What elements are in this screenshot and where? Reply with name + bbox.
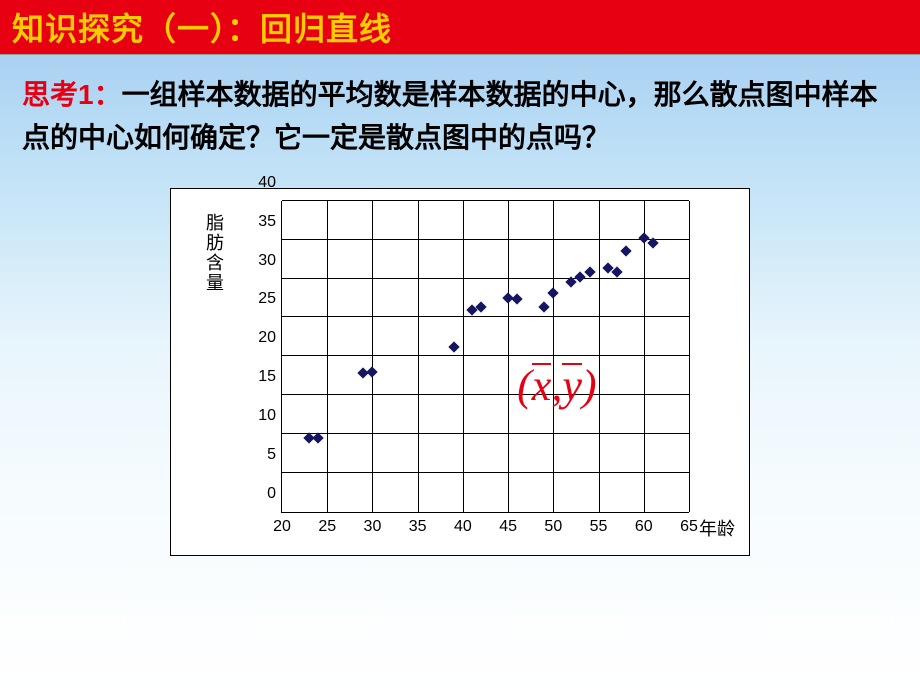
gridline-h [282, 316, 689, 317]
gridline-v [508, 201, 509, 512]
scatter-point [367, 366, 378, 377]
gridline-v [553, 201, 554, 512]
scatter-point [548, 287, 559, 298]
y-tick-label: 20 [242, 329, 276, 347]
x-tick-label: 55 [590, 518, 608, 536]
body-rest: 一组样本数据的平均数是样本数据的中心，那么散点图中样本点的中心如何确定？它一定是… [22, 79, 878, 153]
header-title: 知识探究（一）：回归直线 [12, 4, 392, 50]
scatter-point [448, 341, 459, 352]
x-tick-label: 20 [273, 518, 291, 536]
y-tick-label: 30 [242, 252, 276, 270]
scatter-point [620, 246, 631, 257]
scatter-chart: 脂肪含量 年龄 05101520253035402025303540455055… [170, 188, 750, 556]
y-tick-label: 15 [242, 368, 276, 386]
think-label: 思考1： [22, 79, 122, 110]
x-tick-label: 25 [318, 518, 336, 536]
plot-area: 051015202530354020253035404550556065(x,y… [281, 201, 689, 513]
y-tick-label: 10 [242, 407, 276, 425]
gridline-h [282, 239, 689, 240]
scatter-point [539, 302, 550, 313]
x-tick-label: 40 [454, 518, 472, 536]
gridline-v [418, 201, 419, 512]
x-tick-label: 45 [499, 518, 517, 536]
body-text: 思考1：一组样本数据的平均数是样本数据的中心，那么散点图中样本点的中心如何确定？… [0, 55, 920, 160]
gridline-v [463, 201, 464, 512]
scatter-point [511, 293, 522, 304]
gridline-h [282, 394, 689, 395]
gridline-v [689, 201, 690, 512]
gridline-h [282, 433, 689, 434]
y-tick-label: 5 [242, 446, 276, 464]
x-tick-label: 50 [544, 518, 562, 536]
x-tick-label: 35 [409, 518, 427, 536]
y-tick-label: 0 [242, 485, 276, 503]
gridline-h [282, 355, 689, 356]
scatter-point [475, 302, 486, 313]
y-tick-label: 25 [242, 290, 276, 308]
gridline-h [282, 200, 689, 201]
gridline-v [644, 201, 645, 512]
gridline-v [327, 201, 328, 512]
x-tick-label: 60 [635, 518, 653, 536]
gridline-v [599, 201, 600, 512]
x-tick-label: 30 [364, 518, 382, 536]
header-bar: 知识探究（一）：回归直线 [0, 0, 920, 55]
x-tick-label: 65 [680, 518, 698, 536]
x-axis-label: 年龄 [699, 515, 735, 541]
y-tick-label: 35 [242, 213, 276, 231]
y-tick-label: 40 [242, 174, 276, 192]
gridline-h [282, 472, 689, 473]
gridline-h [282, 278, 689, 279]
y-axis-label: 脂肪含量 [201, 213, 227, 293]
gridline-v [372, 201, 373, 512]
center-formula: (x,y) [517, 360, 596, 411]
